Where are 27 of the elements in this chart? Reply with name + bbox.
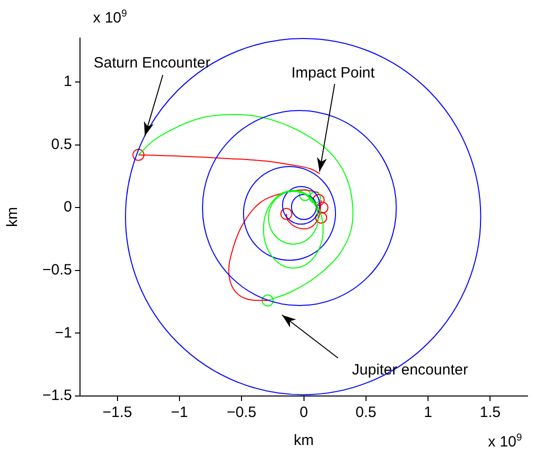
annotation: Impact Point [291,64,375,82]
y-tick-label: 0.5 [51,136,72,153]
x-tick-label: 1.5 [480,404,501,422]
point [316,202,328,214]
point [132,148,144,161]
x-tick-label: −1.5 [102,404,132,422]
annotation: Saturn Encounter [94,54,210,72]
point [262,294,274,307]
y-tick-label: 1 [64,73,72,90]
x-tick-label: 0 [300,404,308,422]
text: x 10$^{9}$ [488,432,522,450]
y-tick-label: −0.5 [42,262,72,279]
y-tick-label: 0 [64,198,72,216]
x-tick-label: −0.5 [226,404,256,422]
text: x 10$^{9}$ [93,8,127,26]
point [308,192,321,204]
point [280,208,292,220]
x-tick-label: −1 [170,404,188,422]
x-tick-label: 1 [424,404,432,422]
y-tick-label: −1 [54,324,72,342]
point [315,212,328,224]
y-axis-title: km [4,207,22,227]
x-axis-title: km [294,432,314,450]
point [298,189,311,202]
point [312,194,325,206]
y-tick-label: −1.5 [42,387,72,404]
x-tick-label: 0.5 [355,404,376,422]
